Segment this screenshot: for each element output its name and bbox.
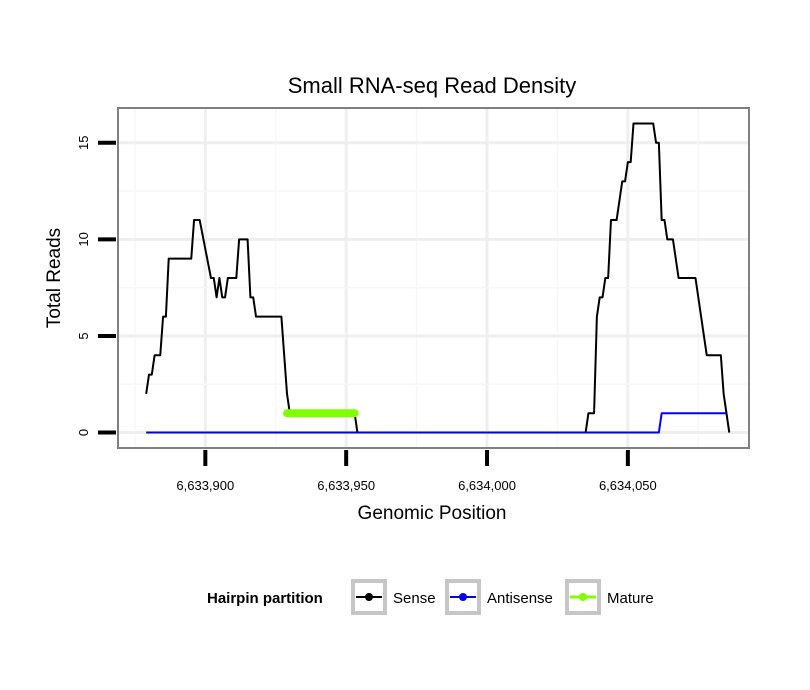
y-tick-label: 0	[76, 429, 91, 436]
legend-label-sense: Sense	[393, 590, 436, 607]
x-tick-label: 6,633,950	[317, 478, 375, 493]
legend-key-dot-mature	[579, 593, 587, 601]
legend: Hairpin partition Sense Antisense Mature	[207, 579, 654, 615]
y-axis-ticks: 0 5 10 15	[76, 136, 116, 436]
legend-key-dot-antisense	[459, 593, 467, 601]
legend-title: Hairpin partition	[207, 590, 323, 607]
x-tick-label: 6,634,050	[599, 478, 657, 493]
legend-label-mature: Mature	[607, 590, 654, 607]
series-line-antisense	[146, 412, 727, 434]
y-axis-title: Total Reads	[44, 228, 65, 328]
plot-panel-border	[117, 107, 750, 449]
legend-label-antisense: Antisense	[487, 590, 553, 607]
x-axis-title: Genomic Position	[358, 503, 507, 524]
y-tick-label: 15	[76, 136, 91, 150]
x-tick-label: 6,633,900	[176, 478, 234, 493]
y-tick-label: 5	[76, 332, 91, 339]
y-tick-label: 10	[76, 232, 91, 246]
x-tick-label: 6,634,000	[458, 478, 516, 493]
legend-entries: Sense Antisense Mature	[351, 579, 654, 615]
series-lines	[145, 122, 731, 434]
x-axis-ticks: 6,633,900 6,633,950 6,634,000 6,634,050	[176, 450, 657, 493]
chart-title: Small RNA-seq Read Density	[288, 73, 577, 98]
legend-key-dot-sense	[365, 593, 373, 601]
